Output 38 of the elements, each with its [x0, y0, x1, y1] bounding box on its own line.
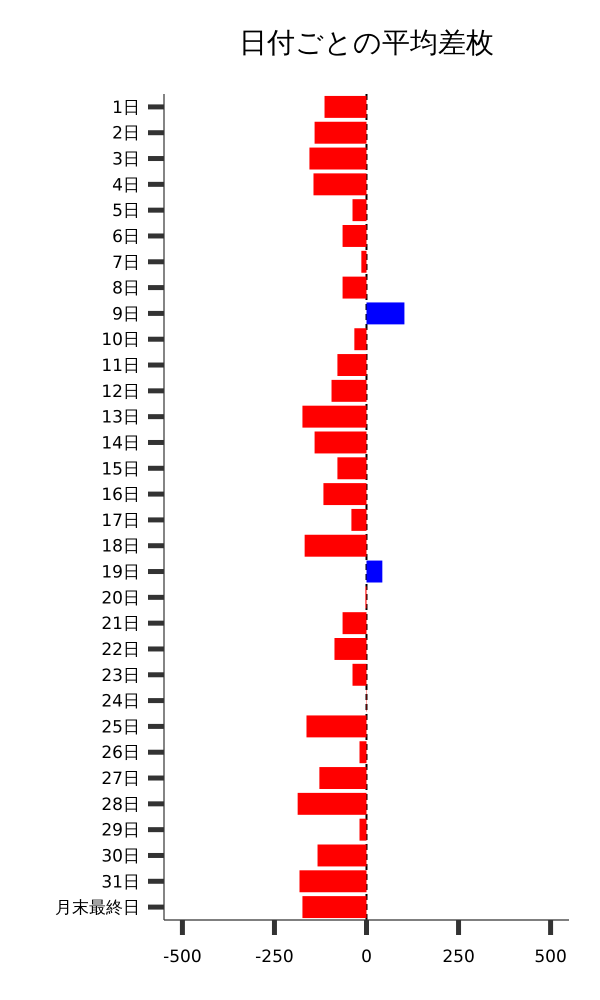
- y-tick-label: 20日: [101, 588, 140, 608]
- y-tick-label: 8日: [112, 278, 140, 299]
- y-tick-label: 5日: [112, 201, 140, 222]
- x-tick-label: 250: [442, 947, 475, 967]
- y-tick-label: 12日: [101, 382, 140, 402]
- y-tick-label: 22日: [101, 640, 140, 660]
- y-tick-label: 25日: [101, 717, 140, 738]
- y-tick-label: 15日: [101, 459, 140, 480]
- y-tick-label: 21日: [101, 614, 140, 634]
- x-tick-label: 0: [361, 947, 372, 967]
- y-tick-label: 17日: [101, 510, 140, 531]
- y-tick-label: 13日: [101, 408, 140, 428]
- y-tick-label: 27日: [101, 769, 140, 790]
- chart-title: 日付ごとの平均差枚: [239, 26, 494, 59]
- y-tick-label: 28日: [101, 794, 140, 815]
- y-tick-label: 3日: [112, 150, 140, 170]
- y-tick-label: 30日: [101, 846, 140, 866]
- y-tick-label: 2日: [112, 124, 140, 144]
- y-tick-label: 14日: [101, 433, 140, 454]
- y-tick-label: 9日: [112, 304, 140, 324]
- x-tick-label: -250: [255, 947, 294, 967]
- y-tick-label: 31日: [101, 872, 140, 892]
- y-tick-label: 4日: [112, 175, 140, 196]
- y-tick-label: 19日: [101, 562, 140, 583]
- y-tick-label: 月末最終日: [55, 898, 140, 918]
- x-tick-label: -500: [163, 947, 202, 967]
- y-tick-label: 24日: [101, 692, 140, 712]
- y-tick-label: 1日: [112, 98, 140, 118]
- y-tick-label: 29日: [101, 820, 140, 841]
- y-tick-label: 26日: [101, 743, 140, 764]
- y-tick-label: 10日: [101, 330, 140, 350]
- y-tick-label: 6日: [112, 226, 140, 247]
- y-tick-label: 16日: [101, 485, 140, 506]
- x-tick-label: 500: [534, 947, 567, 967]
- y-tick-label: 18日: [101, 536, 140, 557]
- y-tick-label: 23日: [101, 666, 140, 686]
- y-tick-label: 7日: [112, 252, 140, 273]
- y-tick-label: 11日: [101, 356, 140, 376]
